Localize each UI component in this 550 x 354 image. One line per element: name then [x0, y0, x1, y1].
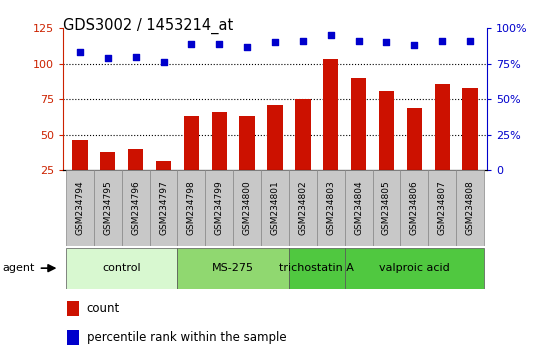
Point	[159, 59, 168, 65]
Bar	[351, 78, 366, 205]
Bar	[205, 170, 233, 246]
Point	[271, 40, 279, 45]
Bar	[184, 116, 199, 205]
Bar	[400, 170, 428, 246]
Text: GSM234806: GSM234806	[410, 181, 419, 235]
Text: GSM234794: GSM234794	[75, 181, 85, 235]
Bar	[72, 140, 87, 205]
Text: GSM234800: GSM234800	[243, 181, 252, 235]
Bar	[295, 99, 311, 205]
Text: agent: agent	[3, 263, 35, 273]
Bar	[289, 170, 317, 246]
Text: GSM234802: GSM234802	[298, 181, 307, 235]
Text: MS-275: MS-275	[212, 263, 254, 273]
Bar	[178, 248, 289, 289]
Bar	[406, 108, 422, 205]
Point	[187, 41, 196, 47]
Text: GSM234805: GSM234805	[382, 181, 391, 235]
Text: count: count	[86, 302, 120, 315]
Bar	[323, 59, 338, 205]
Bar	[212, 112, 227, 205]
Point	[131, 54, 140, 59]
Bar	[261, 170, 289, 246]
Point	[243, 44, 251, 50]
Point	[354, 38, 363, 44]
Bar	[100, 152, 116, 205]
Text: GSM234795: GSM234795	[103, 181, 112, 235]
Point	[299, 38, 307, 44]
Text: trichostatin A: trichostatin A	[279, 263, 354, 273]
Point	[326, 33, 335, 38]
Text: GSM234807: GSM234807	[438, 181, 447, 235]
Point	[438, 38, 447, 44]
Point	[75, 50, 84, 55]
Bar	[178, 170, 205, 246]
Point	[382, 40, 391, 45]
Point	[215, 41, 224, 47]
Bar	[122, 170, 150, 246]
Bar	[68, 301, 79, 316]
Bar	[94, 170, 122, 246]
Bar	[434, 84, 450, 205]
Text: GSM234804: GSM234804	[354, 181, 363, 235]
Bar	[345, 248, 484, 289]
Text: GSM234801: GSM234801	[271, 181, 279, 235]
Bar	[463, 88, 478, 205]
Bar	[66, 248, 178, 289]
Text: percentile rank within the sample: percentile rank within the sample	[86, 331, 286, 344]
Point	[466, 38, 475, 44]
Text: valproic acid: valproic acid	[379, 263, 450, 273]
Bar	[128, 149, 144, 205]
Bar	[68, 330, 79, 345]
Text: GSM234799: GSM234799	[215, 181, 224, 235]
Text: control: control	[102, 263, 141, 273]
Bar	[456, 170, 484, 246]
Text: GSM234808: GSM234808	[465, 181, 475, 235]
Text: GSM234803: GSM234803	[326, 181, 335, 235]
Bar	[317, 170, 345, 246]
Bar	[239, 116, 255, 205]
Text: GDS3002 / 1453214_at: GDS3002 / 1453214_at	[63, 18, 234, 34]
Bar	[345, 170, 372, 246]
Bar	[66, 170, 94, 246]
Bar	[372, 170, 400, 246]
Text: GSM234796: GSM234796	[131, 181, 140, 235]
Bar	[233, 170, 261, 246]
Bar	[150, 170, 178, 246]
Point	[410, 42, 419, 48]
Bar	[289, 248, 345, 289]
Point	[103, 55, 112, 61]
Text: GSM234797: GSM234797	[159, 181, 168, 235]
Bar	[156, 161, 171, 205]
Bar	[267, 105, 283, 205]
Text: GSM234798: GSM234798	[187, 181, 196, 235]
Bar	[379, 91, 394, 205]
Bar	[428, 170, 456, 246]
